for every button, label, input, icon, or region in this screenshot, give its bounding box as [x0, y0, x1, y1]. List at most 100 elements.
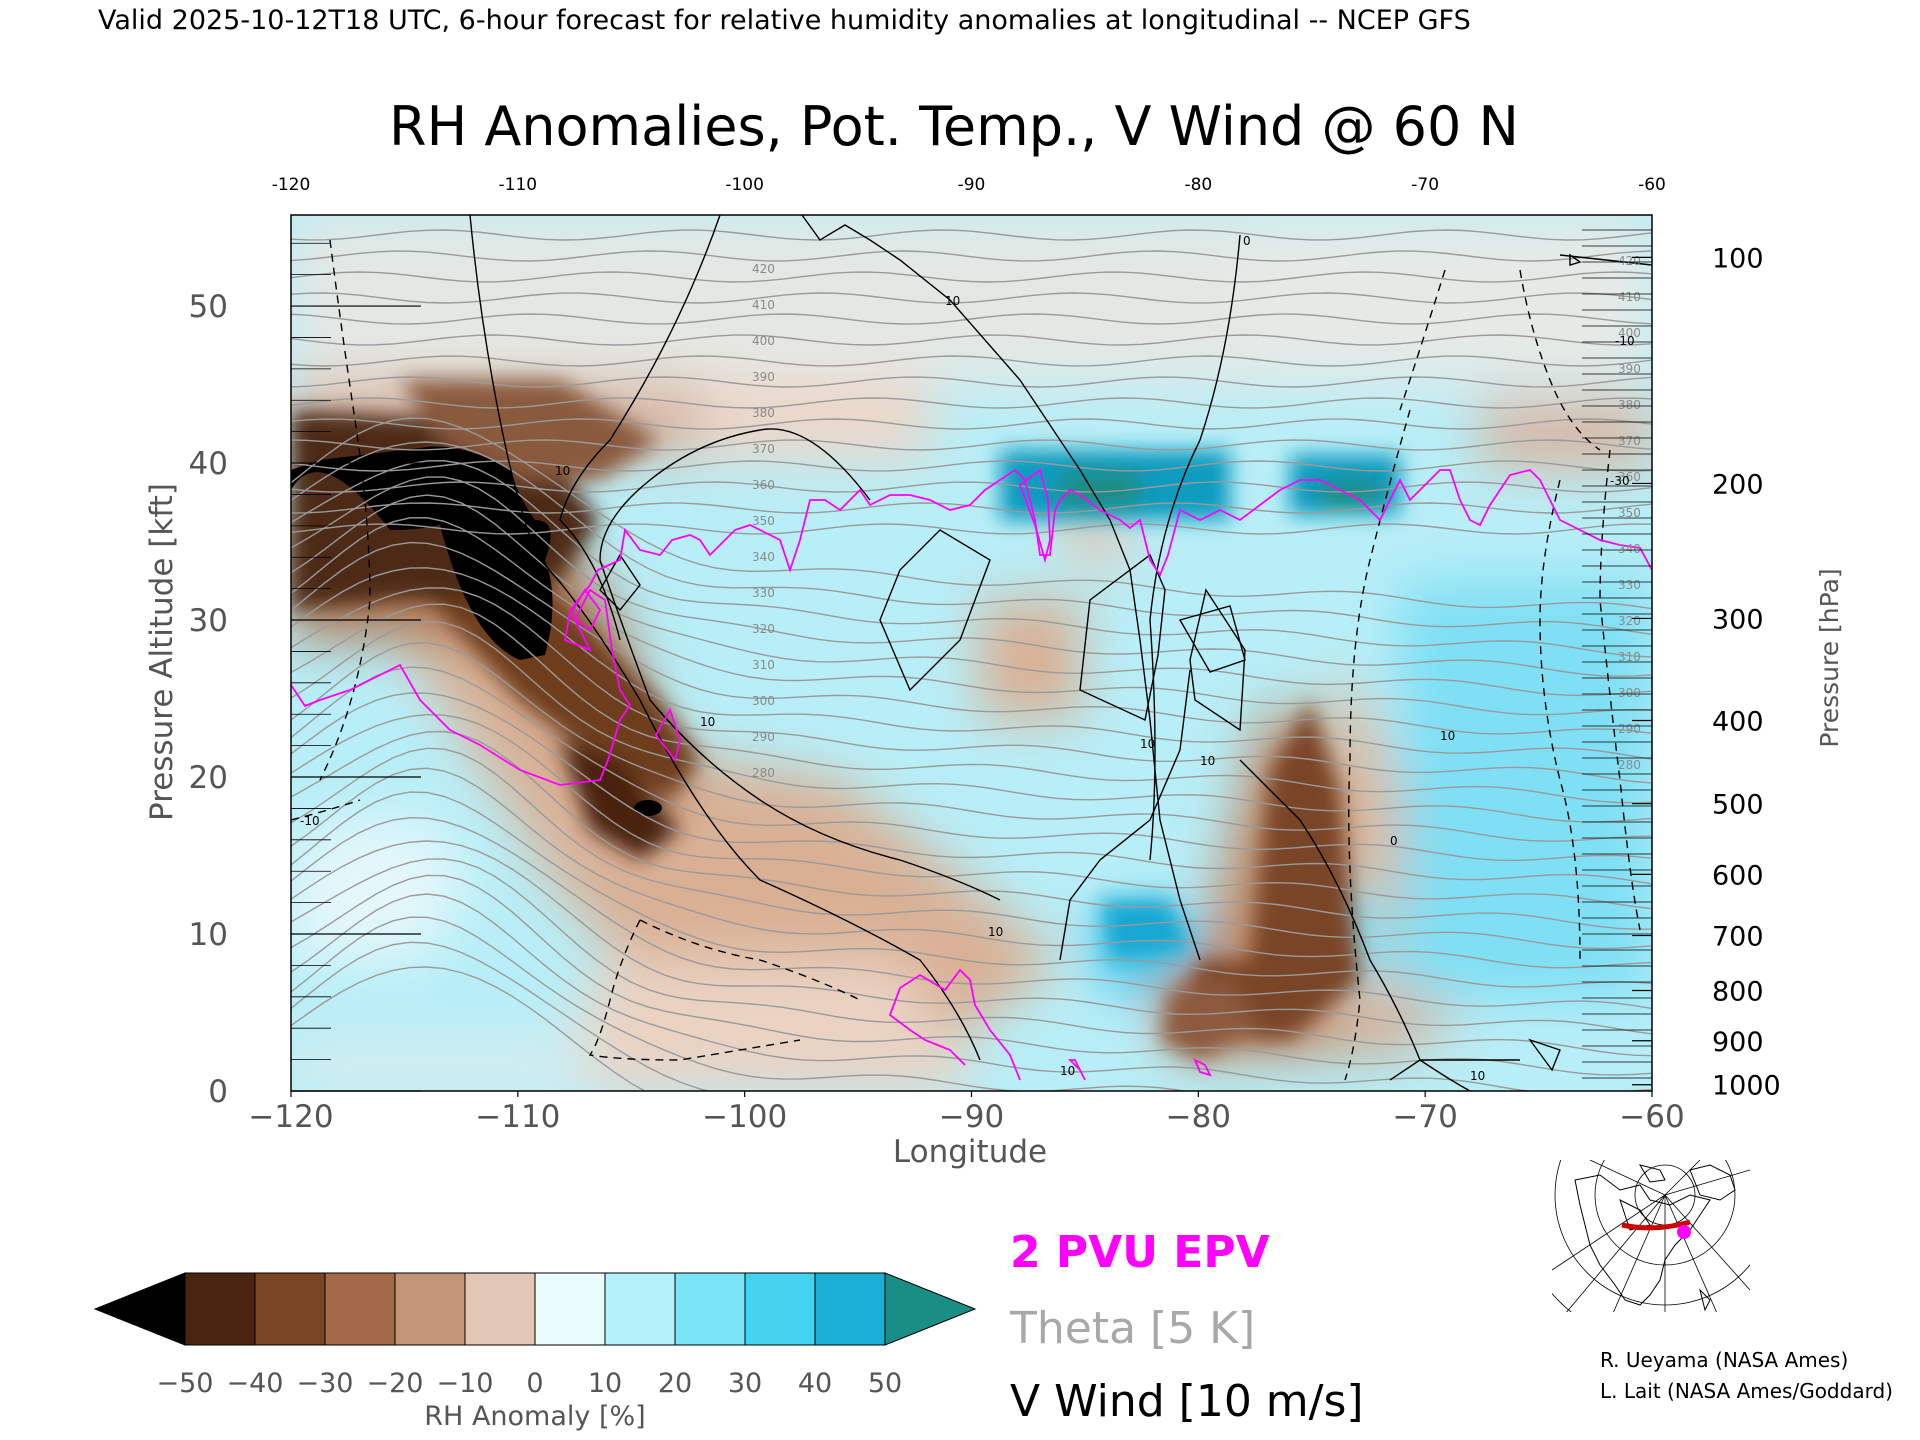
x-tick-label: −100: [702, 1099, 787, 1135]
theta-line: [291, 460, 1652, 472]
x-axis: −120 −110 −100 −90 −80 −70 −60: [248, 1091, 1685, 1135]
svg-text:10: 10: [555, 464, 570, 478]
pressure-tick-label: 500: [1712, 790, 1764, 821]
theta-line: [291, 603, 1652, 804]
theta-label: 420: [1618, 254, 1641, 268]
epv-2pvu-contour: [291, 468, 1652, 1081]
theta-line: [291, 916, 1189, 1091]
theta-label: 310: [752, 658, 775, 672]
theta-line: [291, 476, 1652, 677]
theta-label: 400: [752, 334, 775, 348]
theta-line: [291, 516, 1652, 716]
theta-label: 390: [1618, 362, 1641, 376]
svg-text:-10: -10: [1615, 334, 1635, 348]
svg-text:10: 10: [700, 715, 715, 729]
theta-line: [291, 893, 1652, 1091]
y-tick-label: 30: [189, 603, 228, 639]
theta-line: [291, 858, 1652, 1057]
colorbar: [93, 1272, 977, 1346]
theta-line: [291, 523, 1652, 535]
y-tick-label: 20: [189, 760, 228, 796]
header-text: Valid 2025-10-12T18 UTC, 6-hour forecast…: [98, 5, 1471, 36]
x-tick-label: −80: [1166, 1099, 1231, 1135]
pressure-tick-label: 100: [1712, 243, 1764, 274]
colorbar-tick-label: −10: [437, 1368, 494, 1399]
colorbar-segment: [814, 1272, 886, 1346]
theta-label: 330: [752, 586, 775, 600]
y-axis-pressure: 100 200 300 400 500 600 700 800 900 1000: [1582, 229, 1781, 1102]
colorbar-tick-label: −40: [227, 1368, 284, 1399]
theta-label: 290: [752, 730, 775, 744]
x-tick-label: −110: [475, 1099, 560, 1135]
colorbar-tick-label: 0: [526, 1368, 543, 1399]
theta-line: [291, 541, 1652, 735]
theta-line: [291, 439, 1652, 451]
y-tick-label: 50: [189, 289, 228, 325]
chart-title: RH Anomalies, Pot. Temp., V Wind @ 60 N: [389, 95, 1519, 158]
colorbar-segment: [674, 1272, 746, 1346]
colorbar-tick-label: 10: [588, 1368, 622, 1399]
svg-text:10: 10: [988, 925, 1003, 939]
theta-label: 280: [1618, 758, 1641, 772]
colorbar-segment: [464, 1272, 536, 1346]
credit-line-1: R. Ueyama (NASA Ames): [1600, 1348, 1848, 1372]
theta-line: [291, 840, 1652, 1035]
colorbar-ticks: −50 −40 −30 −20 −10 0 10 20 30 40 50: [157, 1368, 903, 1399]
colorbar-segment: [744, 1272, 816, 1346]
colorbar-segment: [534, 1272, 606, 1346]
colorbar-tick-label: 50: [868, 1368, 902, 1399]
colorbar-segment: [184, 1272, 256, 1346]
svg-text:-30: -30: [1610, 474, 1630, 488]
svg-text:10: 10: [1200, 754, 1215, 768]
locator-map: [1552, 1160, 1750, 1312]
top-x-tick-label: -100: [725, 175, 764, 195]
legend-theta: Theta [5 K]: [1009, 1303, 1255, 1354]
y-tick-label: 10: [189, 917, 228, 953]
theta-line: [291, 747, 1652, 950]
theta-label: 410: [752, 298, 775, 312]
svg-text:10: 10: [945, 294, 960, 308]
theta-line: [291, 334, 1652, 346]
theta-line: [291, 376, 1652, 388]
theta-line: [291, 567, 1652, 760]
colorbar-segment: [394, 1272, 466, 1346]
theta-label: 310: [1618, 650, 1641, 664]
colorbar-label: RH Anomaly [%]: [424, 1401, 645, 1432]
top-x-tick-label: -120: [272, 175, 311, 195]
theta-label: 340: [752, 550, 775, 564]
x-tick-label: −120: [248, 1099, 333, 1135]
theta-label: 320: [1618, 614, 1641, 628]
top-x-tick-label: -70: [1411, 175, 1439, 195]
theta-line: [291, 441, 1652, 635]
colorbar-segment: [254, 1272, 326, 1346]
theta-label: 290: [1618, 722, 1641, 736]
theta-line: [291, 730, 1651, 930]
theta-line: [291, 397, 1652, 409]
theta-line: [291, 355, 1652, 367]
theta-line: [291, 713, 1652, 910]
theta-label: 360: [1618, 470, 1641, 484]
wind-labels: 10 0 10 10 10 10 10 0 10 -30 -10 -10 10 …: [300, 234, 1635, 1083]
theta-label: 370: [752, 442, 775, 456]
theta-line: [291, 459, 1652, 658]
theta-line: [291, 494, 1652, 697]
theta-line: [291, 502, 1652, 514]
pressure-tick-label: 1000: [1712, 1071, 1781, 1102]
pressure-tick-label: 800: [1712, 977, 1764, 1008]
theta-label: 380: [1618, 398, 1641, 412]
top-x-axis: -120 -110 -100 -90 -80 -70 -60: [272, 175, 1666, 195]
theta-line: [291, 966, 647, 1091]
theta-label: 370: [1618, 434, 1641, 448]
colorbar-tick-label: −30: [297, 1368, 354, 1399]
theta-line: [291, 250, 1652, 262]
colorbar-tick-label: −50: [157, 1368, 214, 1399]
theta-label: 280: [752, 766, 775, 780]
svg-text:10: 10: [1140, 737, 1155, 751]
colorbar-low-arrow: [93, 1272, 186, 1346]
x-axis-label: Longitude: [893, 1134, 1047, 1170]
theta-label: 350: [1618, 506, 1641, 520]
pressure-tick-label: 700: [1712, 922, 1764, 953]
pressure-tick-label: 300: [1712, 604, 1764, 635]
theta-label: 300: [1618, 686, 1641, 700]
